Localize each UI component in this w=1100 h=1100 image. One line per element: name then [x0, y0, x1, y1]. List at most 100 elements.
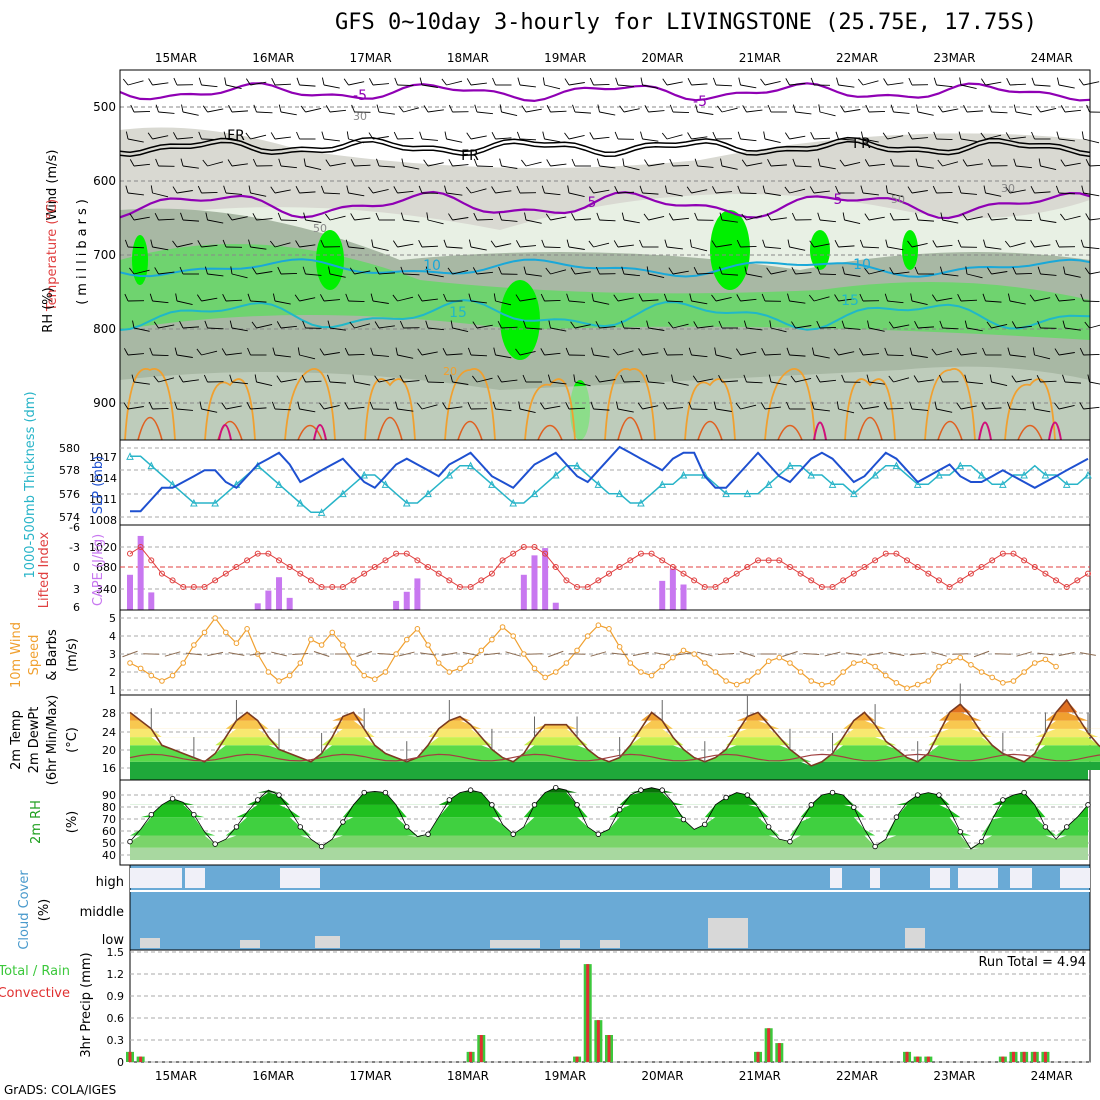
wind-barb — [1062, 374, 1081, 384]
contour-freezing — [119, 136, 1091, 154]
wind-barb — [614, 185, 635, 194]
barb-shaft — [323, 192, 341, 195]
wind-barb — [792, 158, 812, 168]
wind-barb — [711, 240, 732, 248]
wind-barb — [448, 213, 469, 221]
li-point — [158, 570, 165, 577]
wind-barb — [785, 78, 806, 86]
barb-flag — [302, 266, 306, 275]
wind-barb — [148, 401, 169, 410]
barb-shaft — [574, 111, 591, 114]
barb-shaft — [397, 243, 414, 248]
barb-shaft — [838, 298, 855, 302]
wind-barb — [228, 105, 248, 113]
wind-point — [286, 672, 293, 679]
barb-shaft — [740, 192, 757, 195]
wind-barb — [810, 131, 831, 140]
barb-shaft — [250, 246, 267, 250]
wind-barb — [857, 78, 879, 86]
barb-flag — [835, 131, 839, 140]
thickness-point — [658, 480, 667, 488]
barb-shaft — [985, 407, 1002, 410]
wind-point — [638, 669, 644, 675]
barb-flag — [768, 374, 772, 383]
wind-barb — [1006, 77, 1027, 86]
wind10-barb — [1037, 652, 1054, 656]
rh-point — [936, 792, 942, 798]
barb-flag — [352, 374, 355, 383]
wind-barb — [622, 158, 640, 171]
barb-flag — [743, 320, 747, 329]
barb-shaft — [697, 111, 714, 115]
barb-flag — [124, 239, 129, 248]
barb-flag — [349, 267, 355, 275]
barb-shaft — [966, 216, 983, 221]
barb-shaft — [966, 110, 983, 113]
rh-point — [1021, 789, 1027, 796]
precip-plot: 1.51.20.90.60.30 — [107, 946, 1090, 1069]
thickness-point — [679, 470, 688, 479]
thickness-point — [211, 498, 219, 507]
barb-shaft — [133, 327, 150, 332]
wind-barb — [1055, 294, 1075, 302]
barb-shaft — [942, 161, 959, 167]
rh-band — [130, 835, 1088, 848]
barb-flag — [760, 78, 766, 86]
barb-shaft — [372, 246, 389, 252]
barb-flag — [1006, 401, 1011, 410]
barb-flag — [221, 348, 227, 356]
barb-shaft — [427, 109, 444, 113]
precip-tick: 1.2 — [107, 968, 125, 981]
thickness-point — [637, 498, 645, 507]
barb-flag — [149, 347, 153, 356]
barb-flag — [717, 105, 723, 113]
wind-barb — [640, 131, 659, 142]
precip-convective-bar — [586, 964, 590, 1062]
rh-point — [702, 821, 708, 828]
barb-shaft — [348, 192, 365, 197]
barb-flag — [713, 401, 717, 410]
wind-barb — [1054, 348, 1075, 356]
wind-barb — [761, 347, 782, 356]
wind-barb — [932, 240, 953, 248]
contour-25 — [617, 416, 643, 441]
thickness-tick: 574 — [59, 511, 80, 524]
barb-flag — [1007, 293, 1011, 302]
date-label-top: 20MAR — [641, 51, 683, 65]
barb-shaft — [329, 381, 346, 384]
contour-label: 30 — [353, 110, 367, 123]
barb-shaft — [133, 110, 151, 113]
barb-shaft — [617, 408, 634, 413]
cape-bar — [680, 584, 687, 610]
barb-shaft — [1034, 354, 1051, 360]
contour-25 — [537, 424, 563, 441]
barb-shaft — [348, 406, 365, 410]
thickness-line — [130, 455, 1089, 514]
barb-flag — [588, 186, 594, 194]
barb-shaft — [378, 111, 395, 115]
wind-barb — [349, 267, 371, 275]
barb-shaft — [127, 246, 145, 249]
barb-flag — [393, 131, 398, 140]
barb-flag — [368, 132, 374, 140]
barb-flag — [370, 293, 374, 302]
barb-flag — [741, 213, 747, 221]
wind-barb — [320, 185, 341, 195]
wind-barb — [202, 159, 224, 167]
barb-flag — [1031, 77, 1035, 86]
wind-barb — [596, 158, 616, 169]
barb-flag — [374, 321, 380, 329]
wind-barb — [908, 132, 928, 140]
barb-flag — [277, 266, 282, 275]
barb-shaft — [666, 81, 683, 86]
barb-shaft — [446, 406, 463, 410]
wind-barb — [589, 77, 610, 86]
wind-barb — [687, 78, 708, 86]
barb-shaft — [329, 109, 346, 113]
barb-flag — [1029, 294, 1035, 302]
wind-barb — [515, 294, 536, 302]
barb-shaft — [1089, 217, 1100, 221]
barb-flag — [597, 104, 600, 113]
wind-barb — [1087, 374, 1100, 386]
